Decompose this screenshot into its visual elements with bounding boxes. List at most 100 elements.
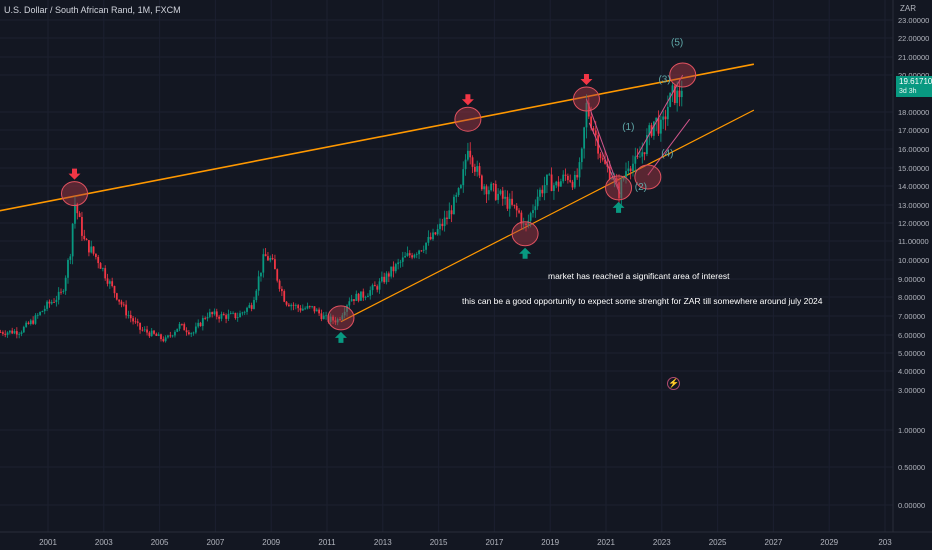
candle-up: [178, 323, 181, 329]
candle-up: [167, 335, 169, 338]
candle-down: [297, 305, 300, 309]
arrow-down-icon: [580, 74, 593, 86]
candle-down: [11, 330, 14, 334]
candle-down: [480, 175, 483, 190]
candle-up: [418, 250, 420, 255]
candle-up: [220, 314, 223, 319]
candle-down: [169, 335, 172, 337]
highlight-circle-top: [61, 181, 89, 207]
candle-up: [57, 291, 60, 300]
candle-up: [194, 326, 197, 333]
candle-up: [378, 281, 381, 290]
candle-up: [350, 299, 353, 302]
candle-down: [136, 321, 139, 323]
candle-up: [427, 236, 430, 243]
highlight-circle-top: [454, 106, 482, 132]
highlight-circle-bottom: [327, 305, 355, 331]
candle-down: [225, 315, 227, 319]
candle-up: [25, 322, 28, 327]
candle-down: [590, 116, 593, 129]
candle-up: [522, 223, 525, 225]
wave-channel-line: [636, 74, 684, 157]
candle-up: [311, 306, 314, 308]
candle-up: [453, 196, 455, 215]
candle-up: [364, 297, 367, 298]
candle-down: [576, 174, 579, 178]
candle-down: [48, 301, 51, 304]
candle-up: [536, 196, 539, 207]
candle-down: [106, 278, 109, 284]
y-tick-label: 16.00000: [898, 145, 929, 154]
candle-down: [148, 332, 151, 337]
candle-down: [615, 177, 618, 183]
candle-up: [671, 85, 674, 93]
candle-up: [74, 203, 76, 224]
candle-up: [150, 330, 153, 337]
candle-up: [227, 313, 230, 319]
candle-down: [592, 128, 595, 131]
candle-up: [539, 189, 541, 197]
candle-up: [457, 188, 460, 195]
candle-up: [206, 316, 209, 319]
candle-down: [185, 330, 188, 333]
candle-up: [201, 318, 204, 327]
candle-up: [666, 106, 669, 120]
candle-down: [429, 236, 432, 240]
candle-up: [415, 254, 418, 255]
candle-down: [283, 291, 286, 302]
candle-up: [229, 313, 232, 314]
candle-up: [301, 308, 304, 311]
candle-up: [439, 223, 441, 230]
candle-up: [497, 193, 500, 200]
candle-up: [174, 331, 176, 336]
candle-up: [246, 307, 248, 312]
candle-up: [127, 315, 130, 316]
candle-down: [287, 304, 290, 307]
candle-up: [29, 320, 32, 325]
candle-up: [260, 272, 262, 277]
candle-up: [257, 276, 260, 291]
candle-down: [183, 324, 186, 331]
candle-down: [313, 306, 316, 312]
candle-up: [620, 179, 623, 199]
candle-down: [485, 186, 488, 195]
candle-down: [587, 102, 590, 117]
candle-down: [478, 166, 481, 176]
candle-up: [399, 261, 402, 263]
x-tick-label: 2017: [486, 538, 504, 547]
candle-up: [625, 171, 627, 178]
candle-up: [443, 217, 446, 227]
x-tick-label: 2021: [597, 538, 615, 547]
candle-down: [234, 312, 237, 319]
arrow-up-icon: [519, 247, 532, 259]
candle-up: [432, 232, 434, 240]
wave-label: (5): [671, 38, 683, 49]
candle-down: [469, 150, 472, 158]
annotation-line-1: market has reached a significant area of…: [548, 271, 730, 281]
candle-down: [292, 304, 295, 306]
candle-down: [4, 333, 7, 335]
candle-down: [387, 273, 390, 277]
candle-up: [527, 220, 530, 226]
wave-label: (2): [635, 182, 647, 193]
candle-down: [280, 288, 283, 292]
candle-up: [611, 178, 613, 180]
candle-down: [94, 253, 97, 257]
y-tick-label: 13.00000: [898, 201, 929, 210]
candle-up: [562, 174, 565, 182]
candle-up: [487, 190, 490, 195]
time-axis[interactable]: 2001 2003 2005 2007 2009 2011 2013 2015 2017 2019…: [0, 531, 932, 550]
candle-down: [1, 332, 4, 334]
candle-down: [550, 174, 553, 191]
candle-down: [569, 180, 572, 182]
candle-up: [534, 206, 537, 211]
candle-down: [594, 130, 597, 136]
candle-down: [473, 166, 476, 172]
lightning-icon[interactable]: ⚡: [667, 377, 680, 390]
candle-up: [253, 300, 255, 309]
candle-up: [466, 150, 469, 160]
candle-up: [241, 312, 244, 314]
candle-up: [425, 242, 427, 250]
candle-down: [357, 293, 360, 301]
